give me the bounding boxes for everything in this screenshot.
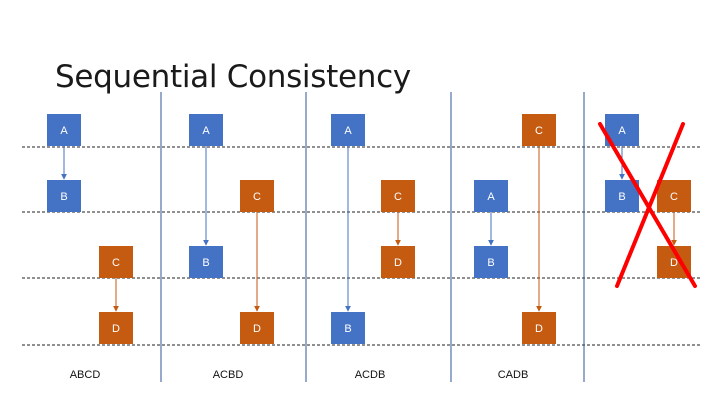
invalid-cross-mark bbox=[598, 122, 697, 288]
op-box-c-col-3: C bbox=[381, 180, 415, 212]
op-box-rect bbox=[240, 312, 274, 344]
op-box-label: B bbox=[344, 323, 351, 335]
op-box-label: A bbox=[202, 125, 210, 137]
op-box-b-col-3: B bbox=[331, 312, 365, 344]
op-box-label: D bbox=[535, 323, 543, 335]
op-box-label: D bbox=[394, 257, 402, 269]
op-box-label: A bbox=[60, 125, 68, 137]
op-box-rect bbox=[189, 114, 223, 146]
order-arrows bbox=[61, 146, 677, 312]
op-box-rect bbox=[47, 114, 81, 146]
ordering-label-acbd: ACBD bbox=[213, 369, 244, 381]
op-box-a-col-1: A bbox=[47, 114, 81, 146]
operation-boxes: A B C D A C B D A C D B C A D B A B C D bbox=[47, 114, 691, 344]
op-box-label: D bbox=[112, 323, 120, 335]
op-box-rect bbox=[522, 114, 556, 146]
op-box-rect bbox=[657, 180, 691, 212]
op-box-label: A bbox=[618, 125, 626, 137]
op-box-c-col-2: C bbox=[240, 180, 274, 212]
op-box-label: A bbox=[487, 191, 495, 203]
ordering-label-cadb: CADB bbox=[498, 369, 529, 381]
op-box-label: C bbox=[535, 125, 543, 137]
cross-stroke-1 bbox=[598, 122, 697, 288]
op-box-a-col-2: A bbox=[189, 114, 223, 146]
op-box-label: C bbox=[112, 257, 120, 269]
column-separators bbox=[160, 92, 585, 382]
op-box-d-col-4: D bbox=[522, 312, 556, 344]
slide-title: Sequential Consistency bbox=[55, 58, 411, 95]
ordering-labels: ABCD ACBD ACDB CADB bbox=[70, 369, 529, 381]
ordering-label-abcd: ABCD bbox=[70, 369, 101, 381]
op-box-a-col-4: A bbox=[474, 180, 508, 212]
op-box-a-col-3: A bbox=[331, 114, 365, 146]
op-box-b-col-4: B bbox=[474, 246, 508, 278]
op-box-label: D bbox=[670, 257, 678, 269]
op-box-b-col-2: B bbox=[189, 246, 223, 278]
op-box-label: C bbox=[253, 191, 261, 203]
op-box-c-col-4: C bbox=[522, 114, 556, 146]
op-box-rect bbox=[381, 180, 415, 212]
op-box-d-col-2: D bbox=[240, 312, 274, 344]
op-box-label: B bbox=[618, 191, 625, 203]
op-box-c-col-5: C bbox=[657, 180, 691, 212]
op-box-b-col-1: B bbox=[47, 180, 81, 212]
op-box-label: B bbox=[202, 257, 209, 269]
op-box-rect bbox=[605, 180, 639, 212]
op-box-label: B bbox=[487, 257, 494, 269]
lane-lines bbox=[22, 146, 700, 346]
op-box-d-col-1: D bbox=[99, 312, 133, 344]
op-box-rect bbox=[331, 114, 365, 146]
op-box-rect bbox=[381, 246, 415, 278]
op-box-rect bbox=[474, 180, 508, 212]
op-box-rect bbox=[240, 180, 274, 212]
op-box-rect bbox=[99, 246, 133, 278]
invalid-markers bbox=[598, 122, 697, 288]
op-box-d-col-3: D bbox=[381, 246, 415, 278]
op-box-rect bbox=[331, 312, 365, 344]
op-box-rect bbox=[474, 246, 508, 278]
op-box-label: C bbox=[670, 191, 678, 203]
op-box-label: B bbox=[60, 191, 67, 203]
cross-stroke-2 bbox=[615, 122, 685, 288]
op-box-rect bbox=[522, 312, 556, 344]
op-box-rect bbox=[189, 246, 223, 278]
ordering-label-acdb: ACDB bbox=[355, 369, 386, 381]
op-box-c-col-1: C bbox=[99, 246, 133, 278]
op-box-rect bbox=[99, 312, 133, 344]
op-box-rect bbox=[47, 180, 81, 212]
op-box-label: D bbox=[253, 323, 261, 335]
op-box-label: A bbox=[344, 125, 352, 137]
op-box-label: C bbox=[394, 191, 402, 203]
op-box-b-col-5: B bbox=[605, 180, 639, 212]
